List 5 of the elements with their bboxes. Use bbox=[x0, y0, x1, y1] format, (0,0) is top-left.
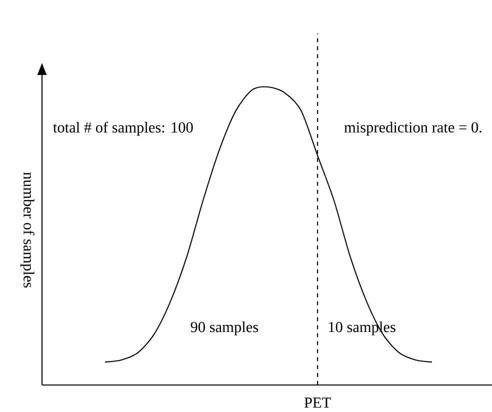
annotation: 90 samples bbox=[190, 321, 258, 336]
annotation: misprediction rate = 0. bbox=[344, 122, 482, 136]
x-axis-title: PET bbox=[304, 398, 331, 408]
y-axis-title: number of samples bbox=[20, 172, 34, 288]
annotation: total # of samples: 100 bbox=[53, 122, 193, 136]
